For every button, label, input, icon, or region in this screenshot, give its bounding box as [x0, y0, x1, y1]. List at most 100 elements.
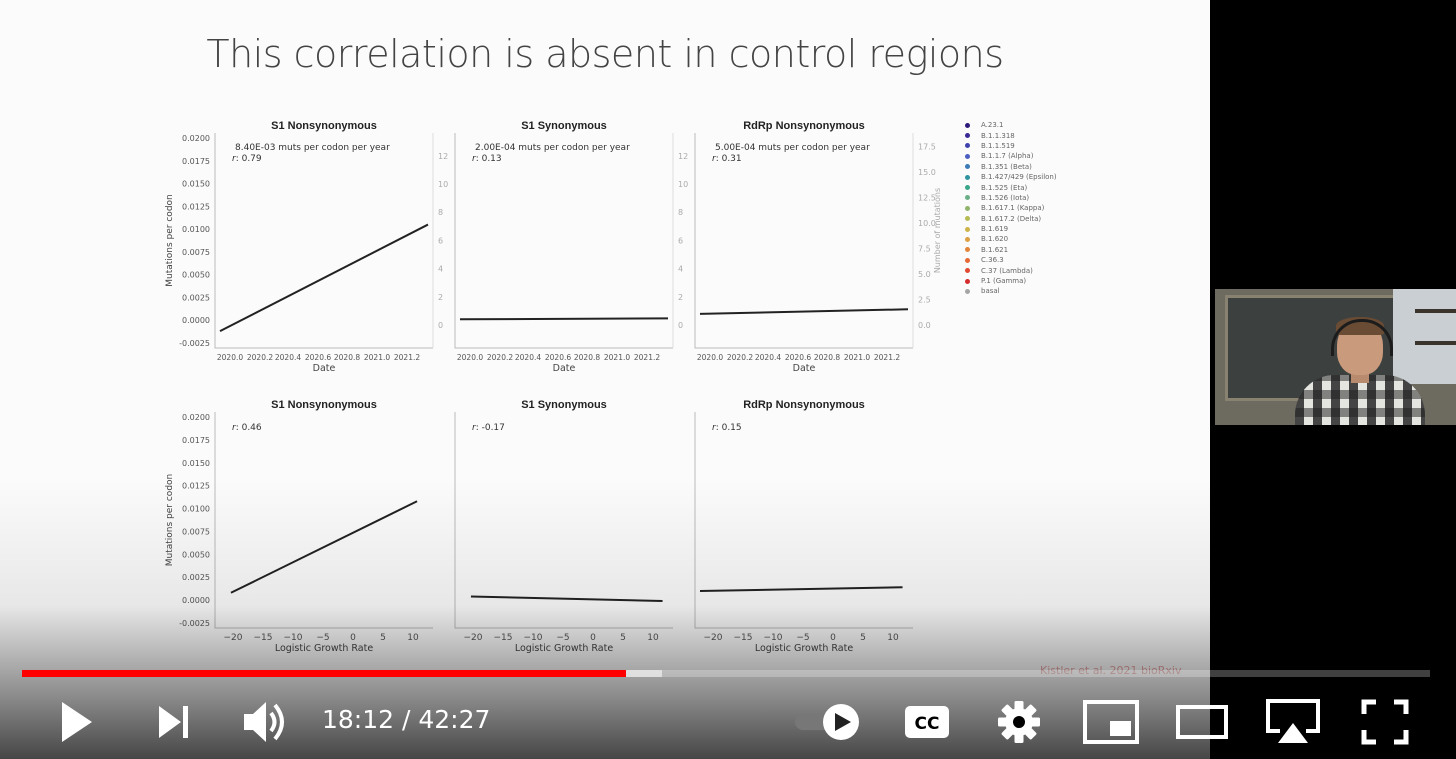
- legend-swatch: [965, 205, 970, 211]
- progress-played: [22, 670, 626, 677]
- axis-spine: [694, 412, 913, 629]
- legend-swatch: [965, 185, 970, 191]
- play-icon: [62, 702, 92, 742]
- next-button[interactable]: [140, 690, 208, 754]
- x-tick-label: 2021.2: [634, 353, 660, 362]
- play-button[interactable]: [40, 690, 112, 754]
- settings-button[interactable]: [988, 690, 1050, 754]
- right-tick-label: 0: [678, 321, 683, 330]
- r-symbol: r: [232, 154, 237, 164]
- legend-swatch: [965, 247, 970, 253]
- legend-swatch: [965, 164, 970, 170]
- axis-spine: [454, 412, 673, 629]
- r-value: : -0.17: [476, 423, 505, 433]
- x-tick-label: 5: [380, 633, 386, 643]
- progress-bar[interactable]: [22, 670, 1430, 677]
- legend-label: B.1.427/429 (Epsilon): [981, 173, 1057, 182]
- webcam-shelf: [1415, 341, 1456, 345]
- x-tick-label: −15: [494, 633, 513, 643]
- legend-swatch: [965, 278, 970, 284]
- x-axis-label: Date: [313, 363, 336, 374]
- y-tick-label: 0.0150: [182, 459, 210, 468]
- x-tick-label: 2020.4: [515, 353, 541, 362]
- legend-item: B.1.1.7 (Alpha): [965, 151, 1057, 161]
- x-tick-label: 2020.2: [247, 353, 273, 362]
- miniplayer-button[interactable]: [1078, 690, 1144, 754]
- x-tick-label: 2020.2: [487, 353, 513, 362]
- x-tick-label: 5: [620, 633, 626, 643]
- x-axis-label: Logistic Growth Rate: [275, 643, 374, 654]
- legend-swatch: [965, 288, 970, 294]
- legend-label: B.1.525 (Eta): [981, 183, 1028, 192]
- webcam-window: [1393, 289, 1456, 384]
- y-tick-label: 0.0125: [182, 482, 210, 491]
- x-tick-label: 2020.4: [755, 353, 781, 362]
- y-tick-label: 0.0050: [182, 271, 210, 280]
- slide-title: This correlation is absent in control re…: [206, 32, 1004, 76]
- y-tick-label: 0.0200: [182, 413, 210, 422]
- correlation-annotation: r: 0.13: [472, 154, 502, 164]
- legend-swatch: [965, 268, 970, 274]
- chart-legend: A.23.1 B.1.1.318 B.1.1.519 B.1.1.7 (Alpha) B…: [965, 120, 1057, 297]
- legend-swatch: [965, 174, 970, 180]
- webcam-shelf: [1415, 309, 1456, 313]
- r-symbol: r: [472, 423, 477, 433]
- duration: 42:27: [418, 705, 491, 734]
- x-tick-label: −20: [224, 633, 243, 643]
- autoplay-toggle-icon: [795, 704, 859, 740]
- captions-button[interactable]: CC: [896, 690, 958, 754]
- y-tick-label: 0.0175: [182, 157, 210, 166]
- axis-spine: [214, 412, 433, 629]
- r-value: : 0.31: [716, 154, 742, 164]
- x-tick-label: 2020.4: [275, 353, 301, 362]
- airplay-button[interactable]: [1260, 690, 1326, 754]
- right-tick-label: 5.0: [918, 270, 931, 279]
- y-tick-label: 0.0050: [182, 550, 210, 559]
- x-tick-label: 2020.8: [814, 353, 840, 362]
- x-tick-label: 2020.0: [457, 353, 483, 362]
- fit-line: [470, 595, 663, 603]
- legend-item: basal: [965, 286, 1057, 296]
- legend-label: B.1.617.1 (Kappa): [981, 204, 1045, 213]
- right-tick-label: 10.0: [918, 219, 936, 228]
- presenter-shirt: [1295, 375, 1425, 425]
- theater-mode-button[interactable]: [1170, 690, 1234, 754]
- x-tick-label: −5: [556, 633, 569, 643]
- legend-swatch: [965, 236, 970, 242]
- chart-panel: S1 Nonsynonymous -0.0025 0.0000 0.0025 0.005…: [165, 120, 448, 374]
- right-tick-label: 12.5: [918, 194, 936, 203]
- right-tick-label: 2: [438, 293, 443, 302]
- right-tick-label: 15.0: [918, 168, 936, 177]
- right-tick-label: 2.5: [918, 296, 931, 305]
- chart-panel: S1 Synonymous −20 −15 −10 −5 0 5 10 Logistic Gro…: [454, 399, 673, 654]
- chart-title: S1 Synonymous: [521, 120, 607, 132]
- volume-button[interactable]: [230, 690, 300, 754]
- right-tick-label: 4: [438, 265, 443, 274]
- video-frame[interactable]: This correlation is absent in control re…: [0, 0, 1210, 759]
- legend-item: B.1.619: [965, 224, 1057, 234]
- player-controls: CC: [0, 690, 1456, 759]
- x-tick-label: 2021.2: [874, 353, 900, 362]
- x-axis-label: Logistic Growth Rate: [515, 643, 614, 654]
- legend-label: P.1 (Gamma): [981, 277, 1027, 286]
- legend-label: B.1.1.519: [981, 141, 1015, 150]
- y-tick-label: 0.0100: [182, 505, 210, 514]
- miniplayer-icon: [1083, 700, 1139, 744]
- fullscreen-button[interactable]: [1352, 690, 1418, 754]
- x-tick-label: 2020.6: [785, 353, 811, 362]
- right-tick-label: 8: [678, 208, 683, 217]
- chart-title: RdRp Nonsynonymous: [743, 399, 865, 411]
- right-tick-label: 17.5: [918, 143, 936, 152]
- airplay-icon: [1266, 699, 1320, 743]
- correlation-annotation: r: 0.15: [712, 423, 742, 433]
- chart-grid: S1 Nonsynonymous-0.00250.00000.00250.005…: [165, 120, 942, 654]
- autoplay-toggle[interactable]: [790, 690, 862, 754]
- y-tick-label: 0.0200: [182, 134, 210, 143]
- legend-swatch: [965, 195, 970, 201]
- axis-spine: [454, 133, 673, 349]
- svg-text:CC: CC: [915, 714, 940, 734]
- fullscreen-icon: [1361, 699, 1409, 745]
- x-tick-label: −5: [316, 633, 329, 643]
- fit-line: [699, 586, 903, 592]
